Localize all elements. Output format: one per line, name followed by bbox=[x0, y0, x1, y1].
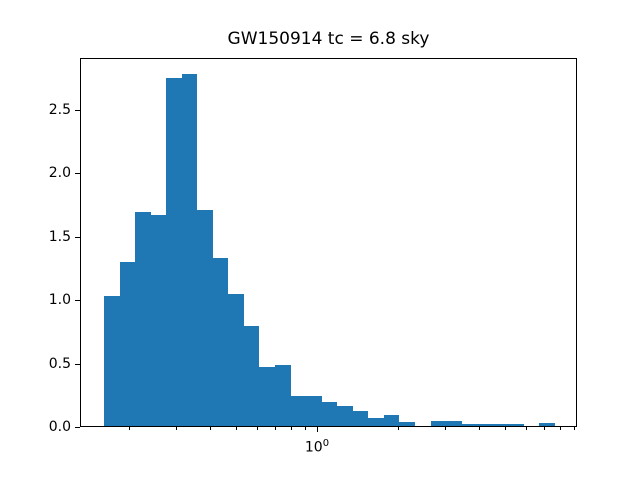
x-minor-tick bbox=[505, 427, 506, 430]
y-tick-label: 1.0 bbox=[48, 292, 71, 309]
x-minor-tick bbox=[210, 427, 211, 430]
histogram-bar bbox=[368, 418, 384, 426]
x-minor-tick bbox=[176, 427, 178, 430]
x-minor-tick bbox=[445, 427, 447, 430]
histogram-bar bbox=[399, 422, 416, 426]
y-tick-label: 1.5 bbox=[48, 228, 71, 245]
histogram-bar bbox=[119, 261, 136, 426]
x-minor-tick bbox=[573, 427, 575, 430]
histogram-bar bbox=[383, 414, 400, 426]
y-tick bbox=[75, 173, 80, 175]
y-tick bbox=[75, 300, 80, 302]
x-minor-tick bbox=[478, 427, 480, 430]
plot-area bbox=[80, 58, 577, 427]
y-tick bbox=[75, 109, 80, 111]
x-minor-tick bbox=[526, 427, 528, 430]
histogram-bar bbox=[337, 406, 353, 426]
chart-title: GW150914 tc = 6.8 sky bbox=[227, 29, 430, 49]
histogram-bar bbox=[259, 366, 275, 426]
histogram-bar bbox=[461, 423, 478, 426]
histogram-bar bbox=[446, 420, 462, 426]
x-minor-tick bbox=[290, 427, 292, 430]
histogram-bar bbox=[321, 401, 338, 426]
histogram-bar bbox=[508, 423, 524, 426]
histogram-bar bbox=[306, 395, 322, 426]
x-major-tick bbox=[317, 427, 318, 432]
histogram-bar bbox=[244, 325, 260, 426]
histogram-bar bbox=[290, 395, 307, 426]
x-minor-tick bbox=[304, 427, 306, 430]
y-tick-label: 0.0 bbox=[48, 419, 71, 435]
x-minor-tick bbox=[398, 427, 399, 430]
x-minor-tick bbox=[129, 427, 130, 430]
histogram-bar bbox=[135, 211, 151, 426]
x-minor-tick bbox=[257, 427, 259, 430]
histogram-bar bbox=[228, 294, 245, 426]
histogram-bar bbox=[166, 78, 182, 426]
y-tick bbox=[75, 236, 80, 238]
y-tick-label: 0.5 bbox=[48, 355, 71, 372]
x-minor-tick bbox=[559, 427, 561, 430]
x-major-tick-label: 100 bbox=[304, 438, 330, 456]
histogram-bar bbox=[539, 422, 555, 426]
y-tick-label: 2.5 bbox=[48, 101, 71, 118]
histogram-bar bbox=[197, 209, 213, 426]
y-tick-label: 2.0 bbox=[48, 165, 71, 182]
histogram-bar bbox=[430, 420, 447, 426]
histogram-bar bbox=[150, 214, 167, 426]
histogram-bar bbox=[352, 411, 369, 426]
x-minor-tick bbox=[275, 427, 277, 430]
x-minor-tick bbox=[236, 427, 237, 430]
y-tick bbox=[75, 427, 80, 428]
histogram-bar bbox=[181, 73, 198, 426]
histogram-bar bbox=[103, 295, 120, 426]
histogram-bar bbox=[274, 364, 291, 426]
y-tick bbox=[75, 363, 80, 365]
x-minor-tick bbox=[544, 427, 546, 430]
histogram-bar bbox=[492, 423, 509, 426]
histogram-bar bbox=[477, 423, 493, 426]
histogram-bar bbox=[212, 258, 229, 426]
